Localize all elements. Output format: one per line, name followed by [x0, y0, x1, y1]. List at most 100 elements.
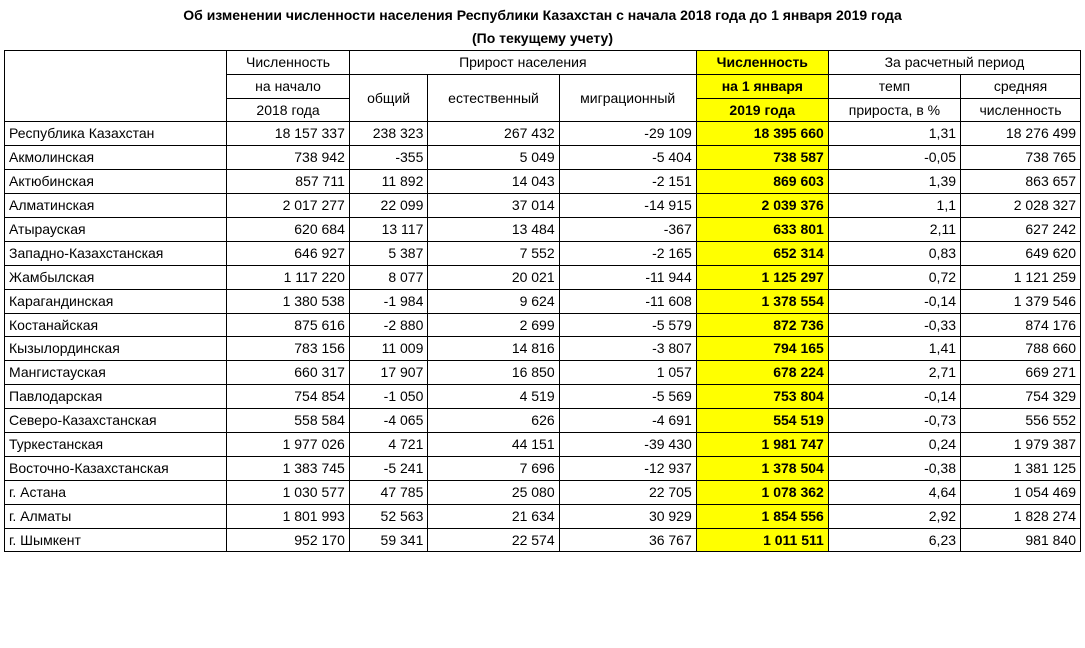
- cell-avg: 1 121 259: [961, 265, 1081, 289]
- cell-total: 8 077: [349, 265, 428, 289]
- cell-avg: 981 840: [961, 528, 1081, 552]
- cell-end: 633 801: [696, 218, 828, 242]
- cell-rate: -0,33: [828, 313, 960, 337]
- cell-end: 1 078 362: [696, 480, 828, 504]
- cell-start: 1 977 026: [227, 433, 350, 457]
- cell-total: 47 785: [349, 480, 428, 504]
- cell-avg: 2 028 327: [961, 194, 1081, 218]
- col-pop-start-l1: Численность: [227, 50, 350, 74]
- table-row: Северо-Казахстанская558 584-4 065626-4 6…: [5, 409, 1081, 433]
- cell-avg: 649 620: [961, 241, 1081, 265]
- col-pop-start-l3: 2018 года: [227, 98, 350, 122]
- cell-total: -5 241: [349, 456, 428, 480]
- cell-natural: 44 151: [428, 433, 559, 457]
- cell-natural: 626: [428, 409, 559, 433]
- cell-start: 646 927: [227, 241, 350, 265]
- col-pop-end-l3: 2019 года: [696, 98, 828, 122]
- cell-total: 4 721: [349, 433, 428, 457]
- cell-avg: 556 552: [961, 409, 1081, 433]
- cell-region: Восточно-Казахстанская: [5, 456, 227, 480]
- cell-avg: 738 765: [961, 146, 1081, 170]
- cell-rate: 0,83: [828, 241, 960, 265]
- cell-start: 952 170: [227, 528, 350, 552]
- cell-total: 17 907: [349, 361, 428, 385]
- cell-rate: 2,92: [828, 504, 960, 528]
- cell-rate: 1,39: [828, 170, 960, 194]
- table-row: Алматинская2 017 27722 09937 014-14 9152…: [5, 194, 1081, 218]
- cell-natural: 13 484: [428, 218, 559, 242]
- cell-migration: -367: [559, 218, 696, 242]
- cell-rate: 1,1: [828, 194, 960, 218]
- col-growth-natural: естественный: [428, 74, 559, 122]
- cell-migration: -11 944: [559, 265, 696, 289]
- cell-start: 2 017 277: [227, 194, 350, 218]
- col-pop-start-l2: на начало: [227, 74, 350, 98]
- cell-rate: 2,11: [828, 218, 960, 242]
- col-calc-period: За расчетный период: [828, 50, 1080, 74]
- cell-region: Актюбинская: [5, 170, 227, 194]
- cell-migration: -3 807: [559, 337, 696, 361]
- table-row: г. Астана1 030 57747 78525 08022 7051 07…: [5, 480, 1081, 504]
- cell-region: Северо-Казахстанская: [5, 409, 227, 433]
- cell-natural: 22 574: [428, 528, 559, 552]
- cell-rate: 1,31: [828, 122, 960, 146]
- cell-end: 869 603: [696, 170, 828, 194]
- cell-end: 18 395 660: [696, 122, 828, 146]
- col-rate-l2: прироста, в %: [828, 98, 960, 122]
- cell-start: 1 117 220: [227, 265, 350, 289]
- cell-avg: 18 276 499: [961, 122, 1081, 146]
- cell-region: Западно-Казахстанская: [5, 241, 227, 265]
- cell-total: 11 009: [349, 337, 428, 361]
- cell-start: 875 616: [227, 313, 350, 337]
- cell-avg: 1 979 387: [961, 433, 1081, 457]
- col-growth-total: общий: [349, 74, 428, 122]
- cell-end: 753 804: [696, 385, 828, 409]
- cell-end: 1 854 556: [696, 504, 828, 528]
- cell-rate: 4,64: [828, 480, 960, 504]
- cell-region: Атырауская: [5, 218, 227, 242]
- cell-total: 11 892: [349, 170, 428, 194]
- col-pop-end-l1: Численность: [696, 50, 828, 74]
- cell-avg: 874 176: [961, 313, 1081, 337]
- cell-total: -1 050: [349, 385, 428, 409]
- cell-region: Республика Казахстан: [5, 122, 227, 146]
- table-row: г. Алматы1 801 99352 56321 63430 9291 85…: [5, 504, 1081, 528]
- cell-end: 794 165: [696, 337, 828, 361]
- cell-total: -4 065: [349, 409, 428, 433]
- cell-rate: -0,14: [828, 385, 960, 409]
- cell-start: 1 380 538: [227, 289, 350, 313]
- cell-start: 558 584: [227, 409, 350, 433]
- cell-start: 18 157 337: [227, 122, 350, 146]
- col-avg-l2: численность: [961, 98, 1081, 122]
- cell-total: 22 099: [349, 194, 428, 218]
- cell-natural: 5 049: [428, 146, 559, 170]
- cell-avg: 669 271: [961, 361, 1081, 385]
- table-row: Жамбылская1 117 2208 07720 021-11 9441 1…: [5, 265, 1081, 289]
- cell-total: 52 563: [349, 504, 428, 528]
- cell-natural: 2 699: [428, 313, 559, 337]
- cell-region: г. Астана: [5, 480, 227, 504]
- cell-rate: 6,23: [828, 528, 960, 552]
- cell-start: 620 684: [227, 218, 350, 242]
- cell-region: Карагандинская: [5, 289, 227, 313]
- cell-rate: -0,05: [828, 146, 960, 170]
- cell-end: 678 224: [696, 361, 828, 385]
- cell-natural: 267 432: [428, 122, 559, 146]
- cell-migration: 1 057: [559, 361, 696, 385]
- table-row: Карагандинская1 380 538-1 9849 624-11 60…: [5, 289, 1081, 313]
- cell-region: Кызылординская: [5, 337, 227, 361]
- cell-natural: 14 816: [428, 337, 559, 361]
- cell-avg: 1 379 546: [961, 289, 1081, 313]
- cell-natural: 37 014: [428, 194, 559, 218]
- cell-region: Алматинская: [5, 194, 227, 218]
- col-pop-end-l2: на 1 января: [696, 74, 828, 98]
- col-rate-l1: темп: [828, 74, 960, 98]
- table-row: Актюбинская857 71111 89214 043-2 151869 …: [5, 170, 1081, 194]
- cell-natural: 7 552: [428, 241, 559, 265]
- cell-start: 783 156: [227, 337, 350, 361]
- table-row: Республика Казахстан18 157 337238 323267…: [5, 122, 1081, 146]
- cell-region: Костанайская: [5, 313, 227, 337]
- cell-avg: 863 657: [961, 170, 1081, 194]
- cell-migration: 22 705: [559, 480, 696, 504]
- cell-natural: 9 624: [428, 289, 559, 313]
